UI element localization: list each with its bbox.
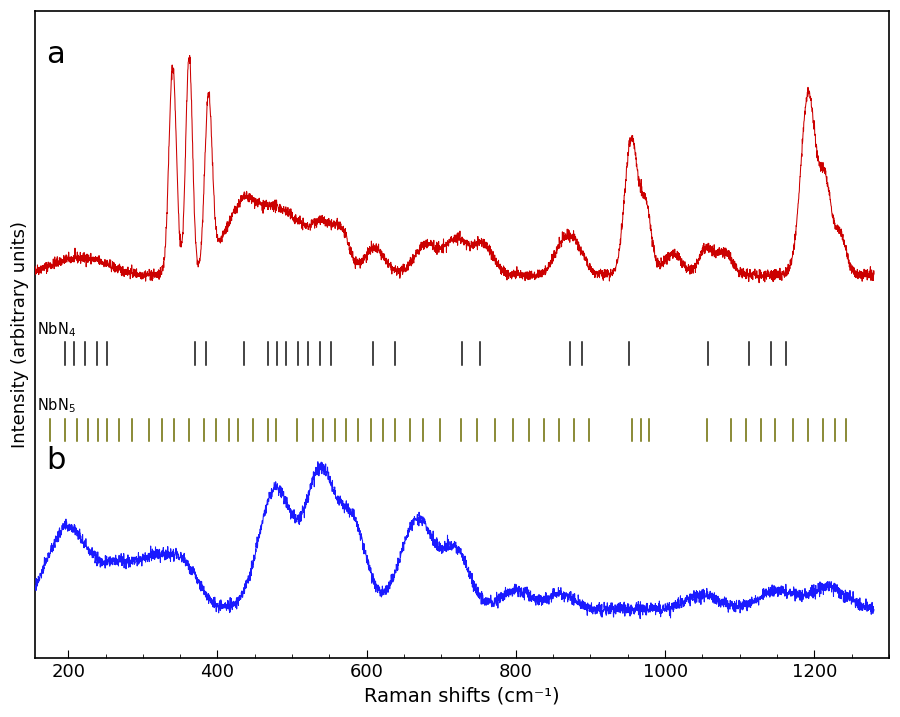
- Text: a: a: [46, 39, 65, 69]
- Y-axis label: Intensity (arbitrary units): Intensity (arbitrary units): [11, 222, 29, 448]
- Text: NbN$_5$: NbN$_5$: [37, 397, 76, 415]
- Text: b: b: [46, 446, 65, 475]
- X-axis label: Raman shifts (cm⁻¹): Raman shifts (cm⁻¹): [364, 687, 560, 706]
- Text: NbN$_4$: NbN$_4$: [37, 320, 76, 339]
